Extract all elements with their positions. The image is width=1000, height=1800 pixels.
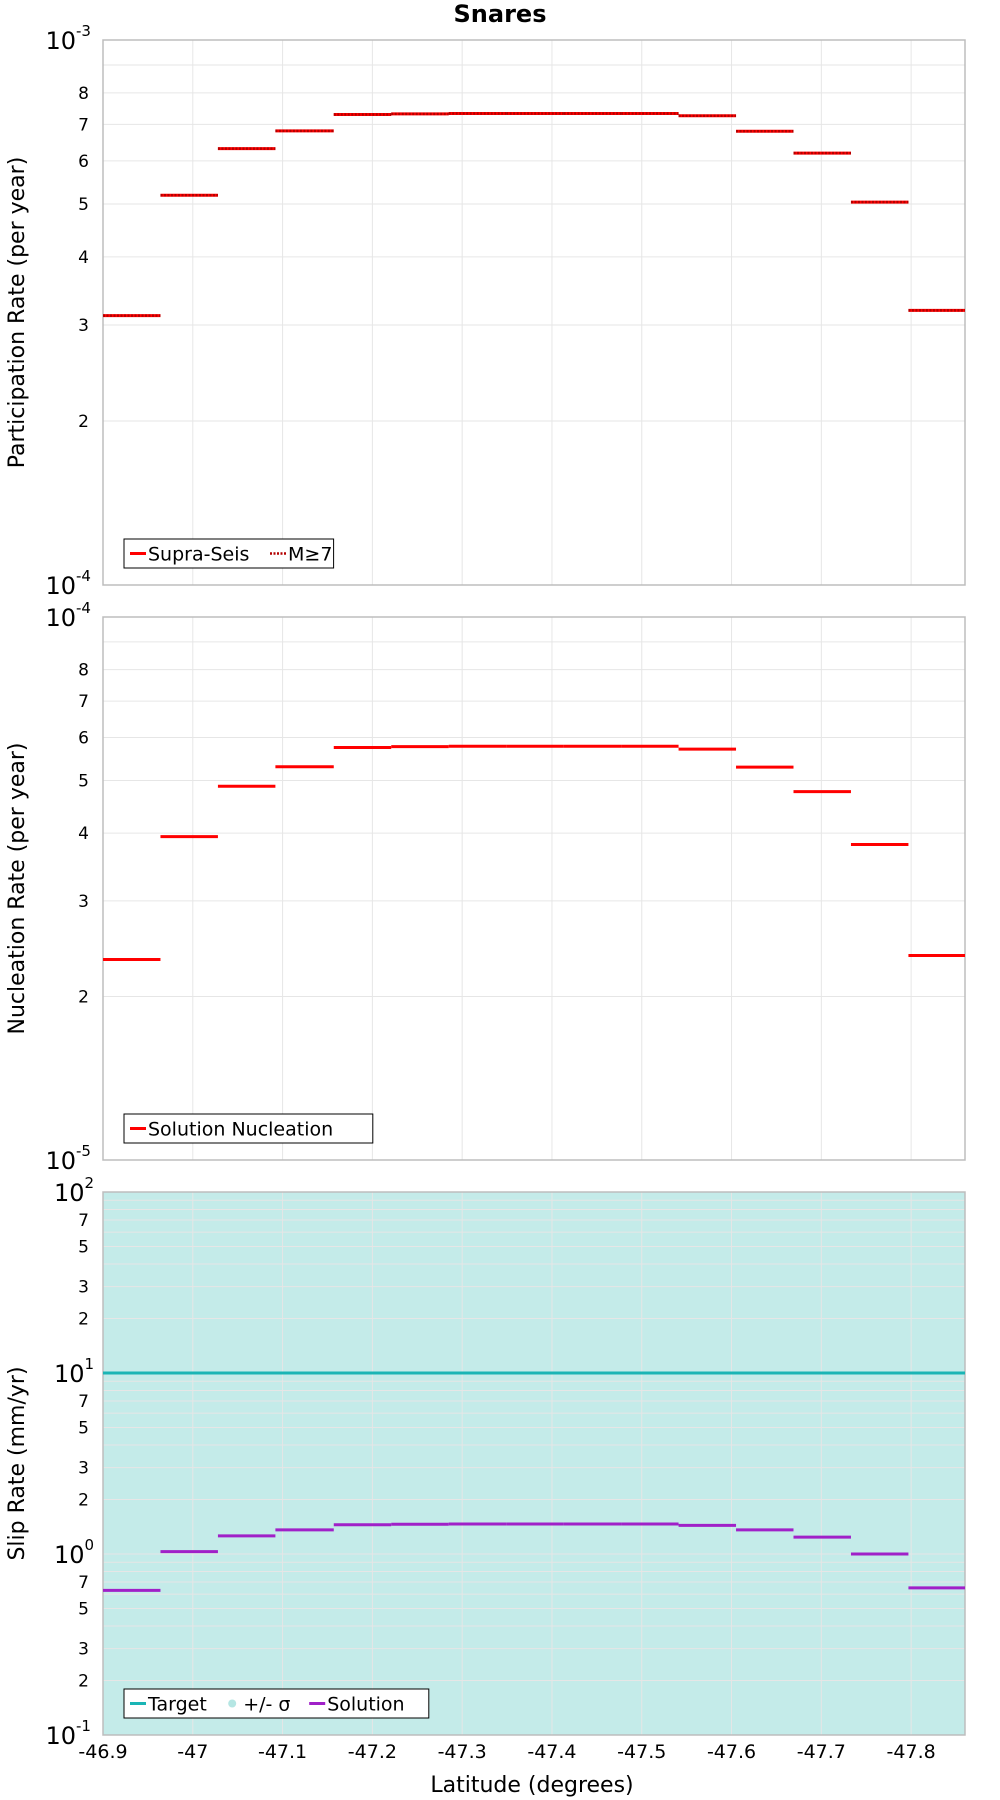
y-tick-label: 5 bbox=[78, 1418, 89, 1438]
y-tick-label: 3 bbox=[78, 1278, 89, 1298]
y-tick-label: 2 bbox=[78, 1491, 89, 1511]
legend-box bbox=[123, 1113, 374, 1144]
x-tick-label: -47.2 bbox=[348, 1741, 397, 1763]
y-tick-exponent: -1 bbox=[76, 1717, 91, 1735]
legend-label: M≥7 bbox=[288, 544, 332, 566]
y-tick-exponent: -5 bbox=[76, 1142, 91, 1160]
y-tick-label: 2 bbox=[78, 1672, 89, 1692]
series-solution-nucleation bbox=[103, 744, 965, 962]
legend-label: Solution Nucleation bbox=[148, 1119, 333, 1141]
y-tick-label: 5 bbox=[78, 1237, 89, 1257]
y-tick-label: 2 bbox=[78, 1310, 89, 1330]
y-tick-exponent: -3 bbox=[76, 22, 91, 40]
y-tick-label: 3 bbox=[78, 892, 89, 912]
y-tick-label-major: 10 bbox=[45, 1147, 76, 1175]
plot-frame bbox=[102, 39, 966, 586]
x-axis-label: Latitude (degrees) bbox=[430, 1773, 633, 1798]
y-tick-label-major: 10 bbox=[45, 572, 76, 600]
y-tick-label: 7 bbox=[78, 1211, 89, 1231]
y-axis-label: Participation Rate (per year) bbox=[5, 157, 30, 469]
y-tick-label: 8 bbox=[78, 84, 89, 104]
y-tick-label: 6 bbox=[78, 728, 89, 748]
legend-label: Target bbox=[147, 1694, 207, 1716]
series-m-7 bbox=[103, 112, 965, 317]
plot-frame bbox=[102, 1191, 966, 1736]
y-tick-label-major: 10 bbox=[54, 1360, 85, 1388]
x-tick-label: -47.6 bbox=[707, 1741, 756, 1763]
x-tick-label: -47.4 bbox=[527, 1741, 576, 1763]
y-tick-label: 3 bbox=[78, 1459, 89, 1479]
y-tick-label: 4 bbox=[78, 824, 89, 844]
x-tick-label: -47 bbox=[177, 1741, 208, 1763]
x-tick-label: -47.5 bbox=[617, 1741, 666, 1763]
legend-label: Solution bbox=[327, 1694, 404, 1716]
y-axis-label: Slip Rate (mm/yr) bbox=[5, 1366, 30, 1560]
plot-frame bbox=[102, 616, 966, 1161]
y-tick-exponent: 0 bbox=[85, 1536, 95, 1554]
plot-area bbox=[103, 40, 965, 585]
y-axis-label: Nucleation Rate (per year) bbox=[5, 743, 30, 1035]
sigma-band bbox=[103, 1192, 965, 1735]
legend-label: +/- σ bbox=[243, 1694, 290, 1716]
y-tick-label: 2 bbox=[78, 412, 89, 432]
x-tick-label: -47.3 bbox=[438, 1741, 487, 1763]
x-tick-label: -46.9 bbox=[78, 1741, 127, 1763]
x-tick-label: -47.7 bbox=[797, 1741, 846, 1763]
y-tick-label: 6 bbox=[78, 152, 89, 172]
y-tick-label: 7 bbox=[78, 1392, 89, 1412]
legend-swatch-sigma bbox=[228, 1699, 237, 1708]
y-tick-label: 7 bbox=[78, 1573, 89, 1593]
legend-label: Supra-Seis bbox=[148, 544, 249, 566]
series-solution bbox=[103, 1522, 965, 1592]
legend: Supra-Seis M≥7 bbox=[123, 538, 335, 569]
y-tick-label: 7 bbox=[78, 115, 89, 135]
y-tick-label-major: 10 bbox=[45, 604, 76, 632]
y-tick-label: 3 bbox=[78, 1640, 89, 1660]
y-tick-label-major: 10 bbox=[54, 1541, 85, 1569]
legend-box bbox=[123, 538, 335, 569]
plot-area bbox=[103, 617, 965, 1160]
x-tick-label: -47.1 bbox=[258, 1741, 307, 1763]
y-tick-label: 5 bbox=[78, 1599, 89, 1619]
y-tick-exponent: -4 bbox=[76, 567, 91, 585]
legend-box bbox=[123, 1688, 430, 1719]
y-tick-label: 7 bbox=[78, 692, 89, 712]
y-tick-exponent: -4 bbox=[76, 599, 91, 617]
legend: Target +/- σ Solution bbox=[123, 1688, 430, 1719]
y-tick-label-major: 10 bbox=[45, 1722, 76, 1750]
y-tick-exponent: 1 bbox=[85, 1355, 95, 1373]
y-tick-exponent: 2 bbox=[85, 1174, 95, 1192]
y-tick-label: 5 bbox=[78, 195, 89, 215]
x-tick-label: -47.8 bbox=[887, 1741, 936, 1763]
chart-title: Snares bbox=[454, 0, 547, 28]
y-tick-label: 8 bbox=[78, 661, 89, 681]
y-tick-label: 4 bbox=[78, 248, 89, 268]
y-tick-label: 5 bbox=[78, 771, 89, 791]
y-tick-label: 2 bbox=[78, 988, 89, 1008]
legend: Solution Nucleation bbox=[123, 1113, 374, 1144]
y-tick-label-major: 10 bbox=[45, 27, 76, 55]
y-tick-label-major: 10 bbox=[54, 1179, 85, 1207]
y-tick-label: 3 bbox=[78, 316, 89, 336]
